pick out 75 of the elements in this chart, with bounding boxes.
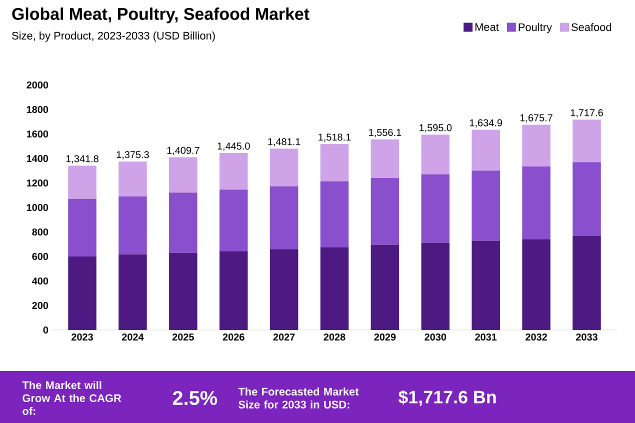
chart-title: Global Meat, Poultry, Seafood Market (12, 8, 310, 24)
text: 2.5% (172, 390, 218, 406)
bar (522, 239, 550, 330)
x-tick-label: 2023 (72, 334, 93, 341)
bar (169, 157, 198, 193)
x-tick-label: 2024 (122, 334, 144, 341)
y-tick-label: 1600 (26, 130, 48, 138)
x-tick-label: 2031 (475, 334, 497, 341)
bar (169, 192, 198, 253)
bar (118, 162, 147, 196)
bar (270, 186, 298, 250)
bar (370, 244, 400, 330)
bar (421, 242, 450, 330)
total-label: 1,675.7 (520, 114, 552, 123)
legend-label: Meat (475, 23, 499, 31)
total-label: 1,717.6 (570, 109, 603, 118)
bar (421, 134, 450, 174)
x-tick-label: 2027 (273, 334, 295, 341)
y-tick-label: 0 (43, 326, 48, 334)
chart-subtitle: Size, by Product, 2023-2033 (USD Billion) (12, 32, 215, 42)
y-tick-label: 1200 (26, 179, 48, 187)
bar (169, 252, 198, 330)
text: The Market will Grow At the CAGR of: (22, 381, 122, 415)
y-tick-label: 1000 (26, 204, 48, 212)
bar (472, 130, 500, 171)
total-label: 1,556.1 (369, 128, 402, 138)
total-label: 1,409.7 (167, 146, 200, 156)
legend-label: Seafood (572, 23, 612, 32)
y-tick-label: 1800 (26, 106, 48, 114)
total-label: 1,595.0 (420, 124, 452, 132)
bar (522, 124, 550, 166)
total-label: 1,634.9 (470, 119, 502, 128)
bar (68, 256, 96, 330)
total-label: 1,445.0 (218, 142, 250, 151)
bar (421, 174, 450, 243)
bar (219, 152, 248, 190)
total-label: 1,518.1 (318, 134, 351, 142)
bar (68, 198, 96, 256)
bar (68, 166, 96, 199)
bar (118, 196, 147, 254)
bar (370, 178, 400, 245)
bar (472, 240, 500, 330)
y-tick-label: 200 (32, 302, 48, 310)
y-tick-label: 400 (32, 277, 48, 285)
x-tick-label: 2025 (172, 334, 194, 341)
total-label: 1,481.1 (268, 138, 300, 146)
bar (572, 162, 601, 236)
x-tick-label: 2032 (526, 334, 547, 341)
total-label: 1,341.8 (66, 155, 98, 164)
text: $1,717.6 Bn (398, 390, 496, 406)
x-tick-label: 2030 (424, 334, 446, 341)
bar (572, 120, 601, 162)
bar (320, 181, 349, 248)
text: The Forecasted Market Size for 2033 in USD: (238, 387, 359, 409)
legend-label: Poultry (518, 23, 552, 34)
y-tick-label: 800 (32, 228, 48, 236)
total-label: 1,375.3 (116, 151, 149, 160)
bar (522, 166, 550, 240)
y-tick-label: 1400 (26, 154, 48, 162)
x-tick-label: 2028 (324, 334, 346, 341)
bar (370, 139, 400, 178)
bar (472, 170, 500, 241)
y-tick-label: 2000 (26, 81, 48, 89)
bar (270, 249, 298, 330)
bar (320, 247, 349, 330)
bar (118, 254, 147, 330)
bar (219, 251, 248, 330)
bar (572, 236, 601, 330)
bar (270, 148, 298, 186)
bar (219, 190, 248, 252)
x-tick-label: 2033 (576, 334, 598, 341)
x-tick-label: 2029 (374, 334, 396, 341)
x-tick-label: 2026 (222, 334, 244, 341)
y-tick-label: 600 (32, 252, 48, 260)
bar (320, 144, 349, 182)
